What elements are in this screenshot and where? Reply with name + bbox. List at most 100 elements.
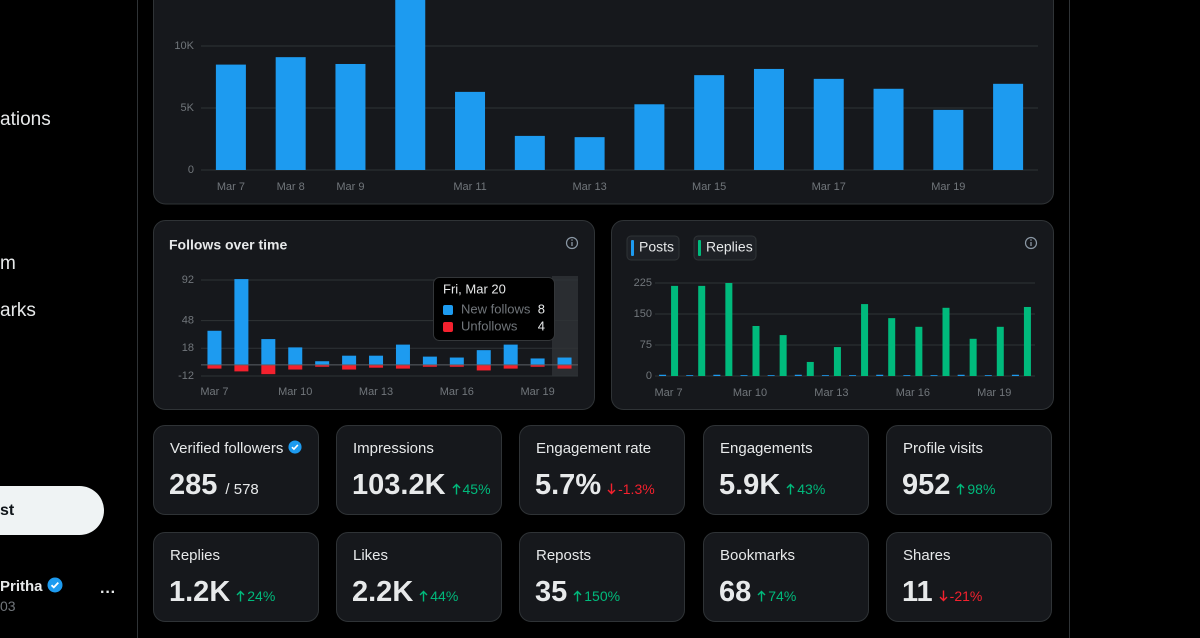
metric-card: Replies 1.2K 24% xyxy=(153,532,319,622)
bar xyxy=(903,375,911,376)
x-tick-label: Mar 8 xyxy=(277,181,305,193)
metric-change: -21% xyxy=(939,588,983,604)
y-tick-label: 10K xyxy=(174,40,194,52)
bar xyxy=(861,304,869,376)
metric-value: 35 150% xyxy=(535,576,620,609)
bar xyxy=(634,104,665,170)
metric-change-text: 150% xyxy=(584,588,621,604)
x-tick-label: Mar 7 xyxy=(200,386,228,398)
y-tick-label: 0 xyxy=(188,164,194,176)
verified-badge xyxy=(288,440,302,454)
bar xyxy=(530,364,545,367)
bar xyxy=(957,374,965,376)
bar xyxy=(395,0,426,171)
metric-label: Profile visits xyxy=(903,440,983,457)
trend-arrow xyxy=(452,483,461,495)
bar xyxy=(996,326,1004,376)
metric-label: Engagement rate xyxy=(536,440,651,457)
metric-value-text: 11 xyxy=(902,576,933,608)
tooltip-value: 4 xyxy=(538,318,545,333)
bar xyxy=(315,361,330,365)
metric-value-text: 103.2K xyxy=(352,469,446,501)
user-handle: 03 xyxy=(0,598,16,614)
metric-change: 24% xyxy=(236,588,275,604)
metric-value-text: 2.2K xyxy=(352,576,414,608)
bar xyxy=(455,91,486,170)
metric-value-text: 1.2K xyxy=(169,576,231,608)
post-button-label: st xyxy=(0,502,15,519)
bar xyxy=(813,78,844,170)
metric-total: / 578 xyxy=(225,481,259,498)
bar xyxy=(261,339,276,365)
y-tick-label: 0 xyxy=(646,370,652,382)
metric-label: Shares xyxy=(903,547,951,564)
tooltip-value: 8 xyxy=(538,301,545,316)
bar xyxy=(794,374,802,376)
bar xyxy=(1023,306,1031,376)
bar xyxy=(530,358,545,365)
bar xyxy=(821,375,829,376)
metric-label: Engagements xyxy=(720,440,813,457)
metric-label: Bookmarks xyxy=(720,547,795,564)
user-name[interactable]: Pritha xyxy=(0,577,63,595)
trend-arrow xyxy=(786,483,795,495)
bar xyxy=(574,137,605,170)
bar xyxy=(849,375,857,376)
x-tick-label: Mar 13 xyxy=(814,387,848,399)
legend-swatch xyxy=(698,240,701,256)
nav-item[interactable]: arks xyxy=(0,300,36,321)
metric-value-text: 5.7% xyxy=(535,469,602,501)
bar xyxy=(342,364,357,370)
x-tick-label: Mar 13 xyxy=(572,181,606,193)
bar xyxy=(686,375,694,376)
more-button[interactable]: ··· xyxy=(100,584,116,601)
chart-title: Follows over time xyxy=(169,237,287,253)
metric-label-text: Reposts xyxy=(536,547,592,564)
tooltip xyxy=(433,277,555,341)
x-tick-label: Mar 10 xyxy=(733,387,767,399)
metric-value: 68 74% xyxy=(719,576,796,609)
bar xyxy=(698,285,706,376)
metric-change-text: 43% xyxy=(797,481,826,497)
nav-item[interactable]: m xyxy=(0,253,16,274)
bar xyxy=(1011,374,1019,376)
bar xyxy=(288,364,303,370)
metric-label-text: Replies xyxy=(170,547,221,564)
bar xyxy=(740,375,748,376)
trend-arrow xyxy=(419,590,428,602)
nav-item[interactable]: ations xyxy=(0,109,51,130)
bar xyxy=(713,374,721,376)
bar xyxy=(422,356,437,365)
bar xyxy=(503,344,518,365)
x-tick-label: Mar 13 xyxy=(359,386,393,398)
metric-card: Likes 2.2K 44% xyxy=(336,532,502,622)
metric-change-text: 45% xyxy=(462,481,491,497)
post-button[interactable]: st xyxy=(0,486,104,535)
bar xyxy=(694,75,725,170)
bar xyxy=(449,364,464,367)
metric-card: Bookmarks 68 74% xyxy=(703,532,869,622)
x-tick-label: Mar 16 xyxy=(896,387,930,399)
metric-change-text: -21% xyxy=(949,588,983,604)
bar xyxy=(767,375,775,376)
metric-change-text: 24% xyxy=(247,588,276,604)
metric-change: 44% xyxy=(419,588,458,604)
x-tick-label: Mar 19 xyxy=(931,181,965,193)
trend-arrow xyxy=(956,483,965,495)
bar xyxy=(395,364,410,369)
metric-label: Likes xyxy=(353,547,388,564)
x-tick-label: Mar 7 xyxy=(655,387,683,399)
bar xyxy=(369,364,384,368)
metric-card: Shares 11 -21% xyxy=(886,532,1052,622)
bar xyxy=(671,285,679,376)
legend-chip xyxy=(626,235,680,261)
info-icon[interactable] xyxy=(1024,236,1038,250)
metric-value-text: 35 xyxy=(535,576,568,608)
bar xyxy=(422,364,437,367)
info-icon[interactable] xyxy=(565,236,579,250)
legend-label: Replies xyxy=(706,239,753,255)
bar xyxy=(752,325,760,376)
x-tick-label: Mar 11 xyxy=(453,181,486,193)
bar xyxy=(888,318,896,376)
